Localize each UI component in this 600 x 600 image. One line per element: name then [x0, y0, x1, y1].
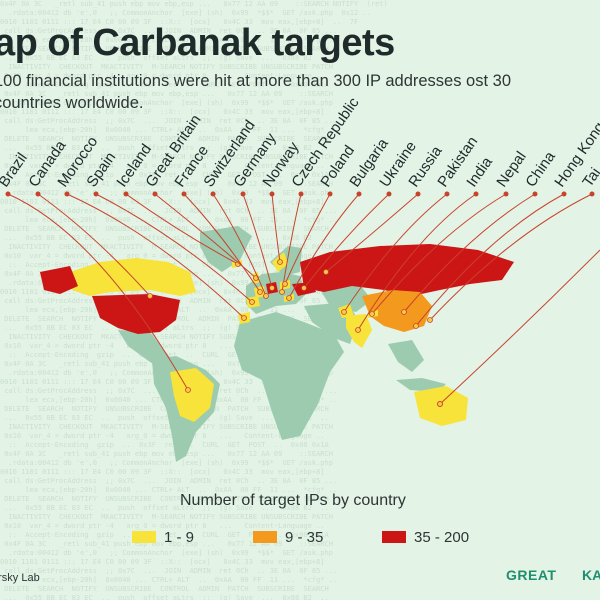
country-russia	[300, 244, 514, 296]
legend-label-medium: 9 - 35	[285, 528, 324, 546]
connector-bulgaria	[288, 193, 360, 299]
land-europe	[246, 272, 306, 314]
connector-france	[183, 193, 261, 293]
label-dot-germany	[240, 191, 246, 197]
label-dot-spain	[93, 191, 99, 197]
connector-canada	[37, 193, 151, 297]
target-dot-ukraine	[301, 285, 307, 291]
label-dot-china	[532, 191, 538, 197]
label-dot-hong-kong	[561, 191, 567, 197]
connector-india	[357, 193, 477, 331]
connector-australia	[439, 249, 600, 405]
connector-norway	[271, 193, 281, 263]
page-subtitle: 100 financial institutions were hit at m…	[0, 72, 512, 112]
connector-czech-republic	[281, 193, 302, 293]
land-africa	[234, 312, 344, 440]
connector-iceland	[125, 193, 239, 265]
country-label-brazil: Brazil	[0, 150, 31, 190]
connector-switzerland	[212, 193, 267, 297]
country-label-china: China	[522, 148, 559, 190]
label-dot-france	[181, 191, 187, 197]
connector-hong-kong	[415, 193, 565, 327]
legend-label-high: 35 - 200	[414, 528, 470, 546]
target-dot-bulgaria	[286, 295, 292, 301]
target-dot-france	[257, 289, 263, 295]
connector-lines	[5, 191, 600, 407]
label-dot-norway	[269, 191, 275, 197]
connector-china	[403, 193, 536, 313]
legend-title: Number of target IPs by country	[180, 492, 406, 509]
label-dot-great-britain	[152, 191, 158, 197]
legend-item-low: 1 - 9	[132, 528, 195, 546]
legend-swatch-medium	[253, 531, 277, 543]
connector-ukraine	[303, 193, 390, 289]
label-dot-canada	[35, 191, 41, 197]
label-dot-switzerland	[210, 191, 216, 197]
connector-pakistan	[343, 193, 448, 313]
target-dot-switzerland	[263, 293, 269, 299]
legend-swatch-high	[382, 531, 406, 543]
connector-great-britain	[154, 193, 257, 279]
label-dot-bulgaria	[356, 191, 362, 197]
target-dot-canada	[147, 293, 153, 299]
label-dot-nepal	[503, 191, 509, 197]
label-dot-ukraine	[386, 191, 392, 197]
label-dot-morocco	[64, 191, 70, 197]
target-dot-spain	[249, 299, 255, 305]
target-dot-hong-kong	[413, 323, 419, 329]
legend-label-low: 1 - 9	[164, 528, 195, 546]
legend-item-high: 35 - 200	[382, 528, 470, 546]
target-dot-morocco	[241, 315, 247, 321]
connector-germany	[242, 193, 273, 289]
label-dot-russia	[415, 191, 421, 197]
target-dot-germany	[269, 285, 275, 291]
country-china	[362, 290, 432, 332]
country-label-nepal: Nepal	[493, 148, 529, 190]
great-logo: GREAT	[506, 567, 557, 583]
connector-russia	[325, 193, 419, 273]
kaspersky-logo: KA	[582, 567, 600, 583]
label-dot-tai	[589, 191, 595, 197]
label-dot-pakistan	[444, 191, 450, 197]
label-dot-india	[473, 191, 479, 197]
legend-swatch-low	[132, 531, 156, 543]
label-dot-iceland	[123, 191, 129, 197]
connector-spain	[95, 193, 253, 303]
connector-tai	[429, 193, 593, 321]
target-dot-russia	[323, 269, 329, 275]
target-dot-brazil	[185, 387, 191, 393]
connector-brazil	[7, 193, 189, 391]
target-dot-china	[401, 309, 407, 315]
country-usa-alaska	[40, 266, 78, 294]
country-usa	[92, 294, 180, 334]
credit-text: ersky Lab	[0, 572, 40, 584]
label-dot-brazil	[5, 191, 11, 197]
country-brazil	[170, 368, 214, 422]
connector-morocco	[66, 193, 245, 319]
connector-poland	[284, 193, 331, 285]
legend-item-medium: 9 - 35	[253, 528, 324, 546]
label-dot-czech-republic	[298, 191, 304, 197]
target-dot-tai	[427, 317, 433, 323]
target-dot-norway	[277, 259, 283, 265]
land-southeast-asia	[388, 340, 424, 372]
target-dot-pakistan	[341, 309, 347, 315]
target-dot-czech-republic	[279, 289, 285, 295]
page-title: ap of Carbanak targets	[0, 22, 395, 64]
connector-nepal	[371, 193, 507, 315]
target-dot-india	[355, 327, 361, 333]
label-dot-poland	[327, 191, 333, 197]
target-dot-nepal	[369, 311, 375, 317]
target-dot-australia	[437, 401, 443, 407]
country-label-tai: Tai	[579, 165, 600, 190]
target-dot-poland	[282, 281, 288, 287]
